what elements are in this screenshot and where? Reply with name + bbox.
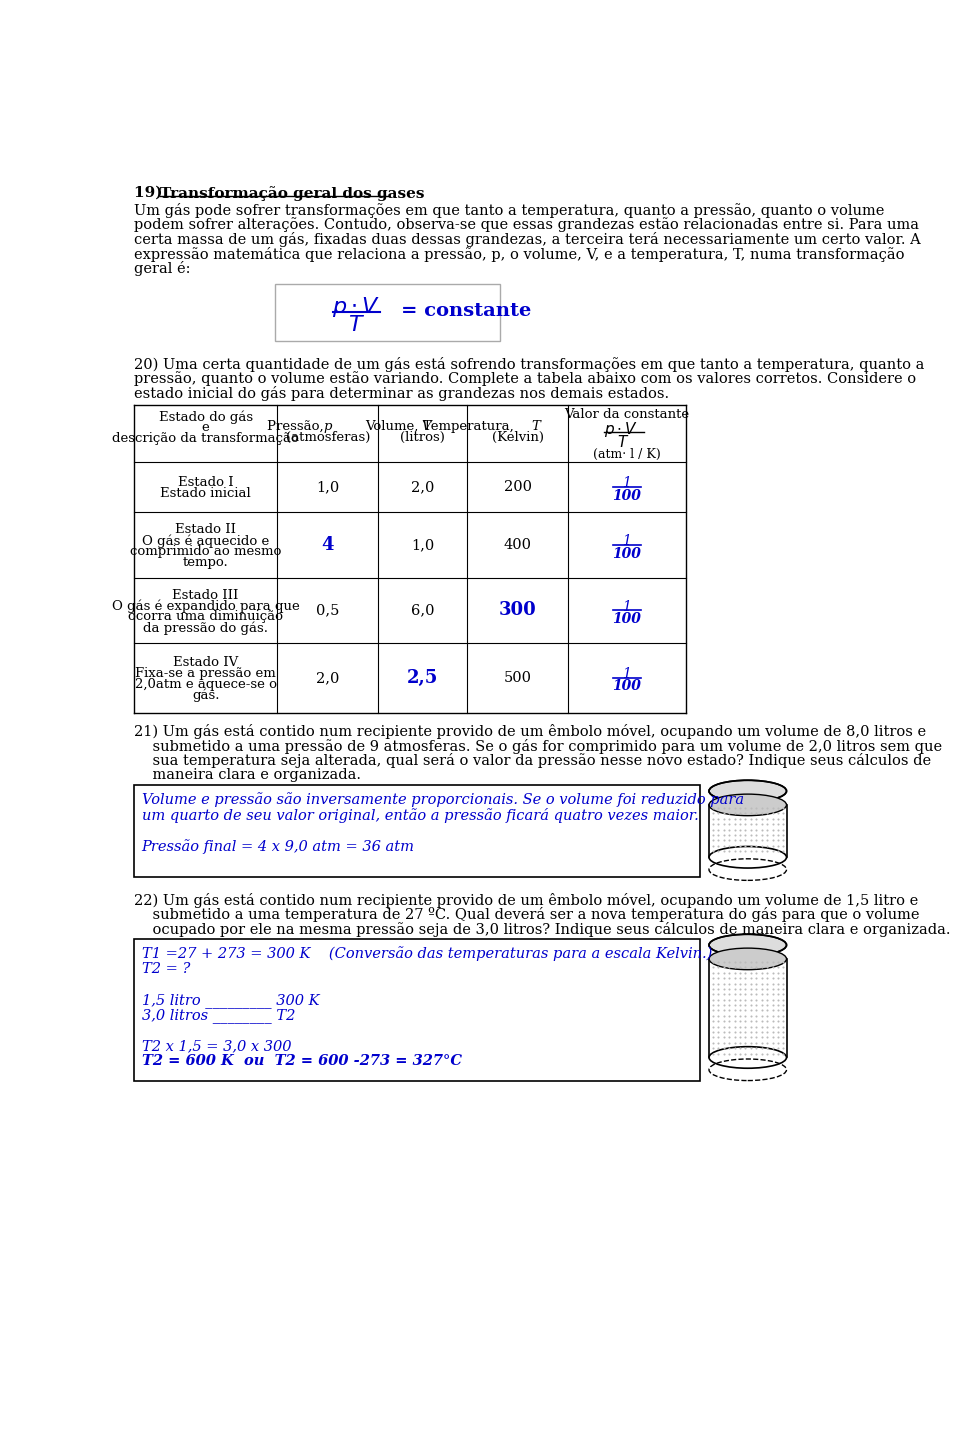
Text: gás.: gás. bbox=[192, 689, 220, 702]
Bar bbox=[275, 284, 500, 341]
Bar bbox=[134, 785, 700, 877]
Text: = constante: = constante bbox=[401, 302, 532, 320]
Text: maneira clara e organizada.: maneira clara e organizada. bbox=[134, 768, 361, 782]
Ellipse shape bbox=[709, 949, 786, 970]
Text: comprimido ao mesmo: comprimido ao mesmo bbox=[130, 545, 281, 557]
Text: 1,5 litro _________ 300 K: 1,5 litro _________ 300 K bbox=[142, 993, 319, 1007]
Text: 2,0: 2,0 bbox=[411, 480, 434, 494]
Text: 19): 19) bbox=[134, 186, 168, 199]
Text: geral é:: geral é: bbox=[134, 261, 190, 277]
Text: Valor da constante: Valor da constante bbox=[564, 408, 689, 421]
Text: Fixa-se a pressão em: Fixa-se a pressão em bbox=[135, 668, 276, 681]
Text: 2,0: 2,0 bbox=[316, 671, 340, 685]
Text: 0,5: 0,5 bbox=[316, 603, 340, 618]
Text: estado inicial do gás para determinar as grandezas nos demais estados.: estado inicial do gás para determinar as… bbox=[134, 385, 669, 401]
Text: $T$: $T$ bbox=[348, 314, 365, 335]
Text: Estado inicial: Estado inicial bbox=[160, 487, 251, 500]
Text: T: T bbox=[532, 420, 540, 433]
Text: 2,0atm e aquece-se o: 2,0atm e aquece-se o bbox=[134, 678, 276, 691]
Text: 300: 300 bbox=[498, 602, 537, 619]
Bar bbox=[134, 939, 700, 1082]
Text: 1: 1 bbox=[622, 535, 632, 549]
Text: (atm· l / K): (atm· l / K) bbox=[593, 447, 660, 460]
Text: 400: 400 bbox=[504, 537, 532, 552]
Text: Pressão,: Pressão, bbox=[267, 420, 327, 433]
Text: 1: 1 bbox=[622, 599, 632, 613]
Text: 21) Um gás está contido num recipiente provido de um êmbolo móvel, ocupando um v: 21) Um gás está contido num recipiente p… bbox=[134, 724, 926, 739]
Text: T2 = ?: T2 = ? bbox=[142, 962, 190, 976]
Text: 100: 100 bbox=[612, 546, 641, 560]
Text: sua temperatura seja alterada, qual será o valor da pressão nesse novo estado? I: sua temperatura seja alterada, qual será… bbox=[134, 754, 931, 768]
Text: da pressão do gás.: da pressão do gás. bbox=[143, 622, 268, 635]
Text: 4: 4 bbox=[322, 536, 334, 555]
Text: 22) Um gás está contido num recipiente provido de um êmbolo móvel, ocupando um v: 22) Um gás está contido num recipiente p… bbox=[134, 893, 918, 907]
Text: podem sofrer alterações. Contudo, observa-se que essas grandezas estão relaciona: podem sofrer alterações. Contudo, observ… bbox=[134, 218, 919, 232]
Text: V: V bbox=[421, 420, 431, 433]
Ellipse shape bbox=[709, 934, 786, 956]
Text: T2 = 600 K  ou  T2 = 600 -273 = 327°C: T2 = 600 K ou T2 = 600 -273 = 327°C bbox=[142, 1055, 462, 1069]
Text: (litros): (litros) bbox=[400, 431, 445, 444]
Text: (Kelvin): (Kelvin) bbox=[492, 431, 543, 444]
Text: Volume,: Volume, bbox=[365, 420, 422, 433]
Ellipse shape bbox=[709, 780, 786, 802]
Text: Estado III: Estado III bbox=[173, 589, 239, 602]
Text: T2 x 1,5 = 3,0 x 300: T2 x 1,5 = 3,0 x 300 bbox=[142, 1039, 291, 1053]
Text: pressão, quanto o volume estão variando. Complete a tabela abaixo com os valores: pressão, quanto o volume estão variando.… bbox=[134, 371, 916, 387]
Text: Pressão final = 4 x 9,0 atm = 36 atm: Pressão final = 4 x 9,0 atm = 36 atm bbox=[142, 838, 415, 854]
Text: ocorra uma diminuição: ocorra uma diminuição bbox=[128, 610, 283, 623]
Text: Estado II: Estado II bbox=[175, 523, 236, 536]
Text: 3,0 litros ________ T2: 3,0 litros ________ T2 bbox=[142, 1009, 295, 1023]
Ellipse shape bbox=[709, 794, 786, 815]
Text: submetido a uma temperatura de 27 ºC. Qual deverá ser a nova temperatura do gás : submetido a uma temperatura de 27 ºC. Qu… bbox=[134, 907, 920, 923]
Text: um quarto de seu valor original, então a pressão ficará quatro vezes maior.: um quarto de seu valor original, então a… bbox=[142, 808, 699, 823]
Text: tempo.: tempo. bbox=[182, 556, 228, 569]
Text: O gás é aquecido e: O gás é aquecido e bbox=[142, 535, 269, 547]
Text: 2,5: 2,5 bbox=[407, 669, 439, 686]
Text: $p \cdot V$: $p \cdot V$ bbox=[604, 420, 637, 438]
Text: e: e bbox=[202, 421, 209, 434]
Text: 500: 500 bbox=[504, 671, 532, 685]
Text: 100: 100 bbox=[612, 679, 641, 694]
Text: Estado I: Estado I bbox=[178, 477, 233, 490]
Text: descrição da transformação: descrição da transformação bbox=[112, 433, 300, 446]
Text: ocupado por ele na mesma pressão seja de 3,0 litros? Indique seus cálculos de ma: ocupado por ele na mesma pressão seja de… bbox=[134, 921, 950, 937]
Text: (atmosferas): (atmosferas) bbox=[285, 431, 370, 444]
Text: Um gás pode sofrer transformações em que tanto a temperatura, quanto a pressão, : Um gás pode sofrer transformações em que… bbox=[134, 202, 884, 218]
Text: 6,0: 6,0 bbox=[411, 603, 434, 618]
Text: Estado IV: Estado IV bbox=[173, 656, 238, 669]
Text: 1,0: 1,0 bbox=[411, 537, 434, 552]
Text: Temperatura,: Temperatura, bbox=[422, 420, 517, 433]
Text: 200: 200 bbox=[504, 480, 532, 494]
Text: 100: 100 bbox=[612, 612, 641, 626]
Text: 20) Uma certa quantidade de um gás está sofrendo transformações em que tanto a t: 20) Uma certa quantidade de um gás está … bbox=[134, 357, 924, 371]
Text: 1: 1 bbox=[622, 477, 632, 490]
Text: submetido a uma pressão de 9 atmosferas. Se o gás for comprimido para um volume : submetido a uma pressão de 9 atmosferas.… bbox=[134, 738, 942, 754]
Text: 1: 1 bbox=[622, 668, 632, 681]
Text: Estado do gás: Estado do gás bbox=[158, 411, 252, 424]
Text: T1 =27 + 273 = 300 K    (Conversão das temperaturas para a escala Kelvin.): T1 =27 + 273 = 300 K (Conversão das temp… bbox=[142, 947, 712, 962]
Text: Volume e pressão são inversamente proporcionais. Se o volume foi reduzido para: Volume e pressão são inversamente propor… bbox=[142, 792, 744, 807]
Text: 100: 100 bbox=[612, 489, 641, 503]
Text: 1,0: 1,0 bbox=[316, 480, 339, 494]
Text: Transformação geral dos gases: Transformação geral dos gases bbox=[160, 186, 424, 201]
Text: expressão matemática que relaciona a pressão, p, o volume, V, e a temperatura, T: expressão matemática que relaciona a pre… bbox=[134, 246, 904, 262]
Text: $p \cdot V$: $p \cdot V$ bbox=[332, 295, 380, 320]
Text: certa massa de um gás, fixadas duas dessas grandezas, a terceira terá necessaria: certa massa de um gás, fixadas duas dess… bbox=[134, 232, 921, 246]
Text: p: p bbox=[324, 420, 332, 433]
Text: $T$: $T$ bbox=[617, 434, 629, 450]
Text: O gás é expandido para que: O gás é expandido para que bbox=[111, 599, 300, 613]
